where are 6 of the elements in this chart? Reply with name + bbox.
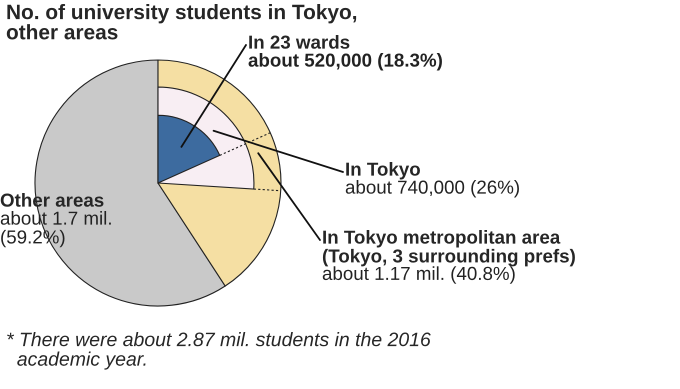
text: * There were about 2.87 mil. students in the 2016 academic year. — [7, 332, 431, 370]
data-label: about 520,000 (18.3%) — [248, 53, 442, 70]
category-label: In Tokyo — [346, 162, 420, 180]
data-label: about 1.17 mil. (40.8%) — [322, 266, 515, 284]
category-label: In Tokyo metropolitan area (Tokyo, 3 surrounding prefs) — [322, 230, 575, 266]
data-label: about 740,000 (26%) — [346, 180, 519, 198]
